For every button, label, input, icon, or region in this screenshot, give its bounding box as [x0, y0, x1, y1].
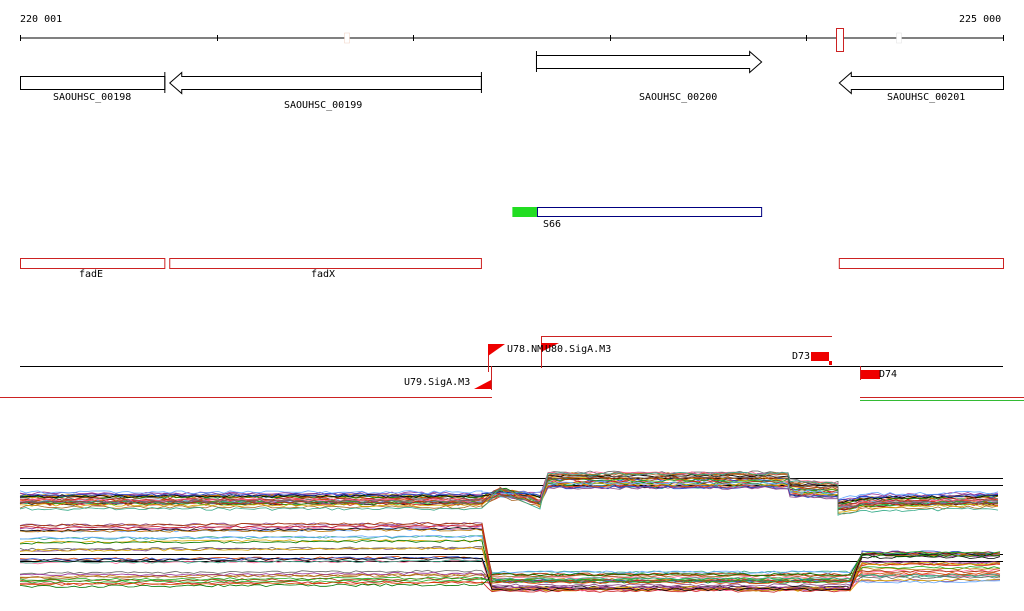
expression-trace-lower: [19, 552, 1001, 592]
feature-label-d73[interactable]: D73: [792, 351, 811, 362]
expression-trace-lower: [19, 573, 1001, 579]
expression-trace-lower: [19, 534, 1001, 574]
ruler-mark: [344, 32, 350, 44]
expression-trace-lower: [19, 559, 1001, 581]
feature-box-d74: [861, 370, 880, 379]
gene-saouhsc-00199: [168, 71, 482, 95]
expression-trace-lower: [19, 553, 1001, 590]
promoter-s66-block: [512, 207, 537, 217]
expression-trace-lower: [19, 524, 1001, 583]
expression-trace-lower: [19, 553, 1001, 588]
operon-label-fadx[interactable]: fadX: [311, 269, 336, 280]
feature-track: [0, 336, 1024, 401]
feature-box-d73: [811, 352, 829, 361]
coordinate-ruler: [20, 28, 1004, 52]
ruler-end-label: 225 000: [959, 14, 1002, 25]
expression-trace-lower: [19, 571, 1001, 587]
feature-label-d74[interactable]: D74: [879, 369, 898, 380]
gene-saouhsc-00200: [535, 50, 763, 74]
feature-box-d73-tail: [829, 361, 832, 365]
feature-flag-u80-siga-m3: [541, 343, 559, 352]
feature-label-u79-siga-m3[interactable]: U79.SigA.M3: [404, 377, 471, 388]
expression-trace-upper: [19, 471, 999, 516]
expression-profiles: [19, 470, 1003, 593]
feature-label-u78-nm[interactable]: U78.NM: [507, 344, 544, 355]
feature-flag-u79-siga-m3: [474, 380, 491, 389]
expression-trace-lower: [19, 551, 1001, 584]
expression-trace-lower: [19, 526, 1001, 580]
promoter-label-s66[interactable]: S66: [543, 219, 562, 230]
operon-box-fade: [20, 258, 166, 269]
gene-track: [20, 50, 1004, 95]
gene-label-saouhsc-00200[interactable]: SAOUHSC_00200: [639, 92, 718, 103]
operon-box: [838, 258, 1004, 269]
operon-track: [20, 258, 1004, 269]
gene-label-saouhsc-00201[interactable]: SAOUHSC_00201: [887, 92, 966, 103]
expression-trace-lower: [19, 559, 1001, 592]
gene-saouhsc-00198: [20, 76, 166, 90]
ruler-start-label: 220 001: [20, 14, 63, 25]
expression-trace-upper: [19, 475, 999, 508]
ruler-mark: [896, 32, 902, 44]
promoter-track: [512, 207, 763, 217]
expression-trace-lower: [19, 535, 1001, 579]
feature-flag-u78-nm: [488, 344, 505, 356]
operon-box-fadx: [169, 258, 482, 269]
gene-saouhsc-00201: [838, 71, 1004, 95]
gene-label-saouhsc-00199[interactable]: SAOUHSC_00199: [284, 100, 363, 111]
feature-label-u80-siga-m3[interactable]: U80.SigA.M3: [545, 344, 612, 355]
gene-label-saouhsc-00198[interactable]: SAOUHSC_00198: [53, 92, 132, 103]
viewport-marker: [836, 28, 844, 52]
operon-label-fade[interactable]: fadE: [79, 269, 104, 280]
transcript-block: [536, 207, 763, 217]
